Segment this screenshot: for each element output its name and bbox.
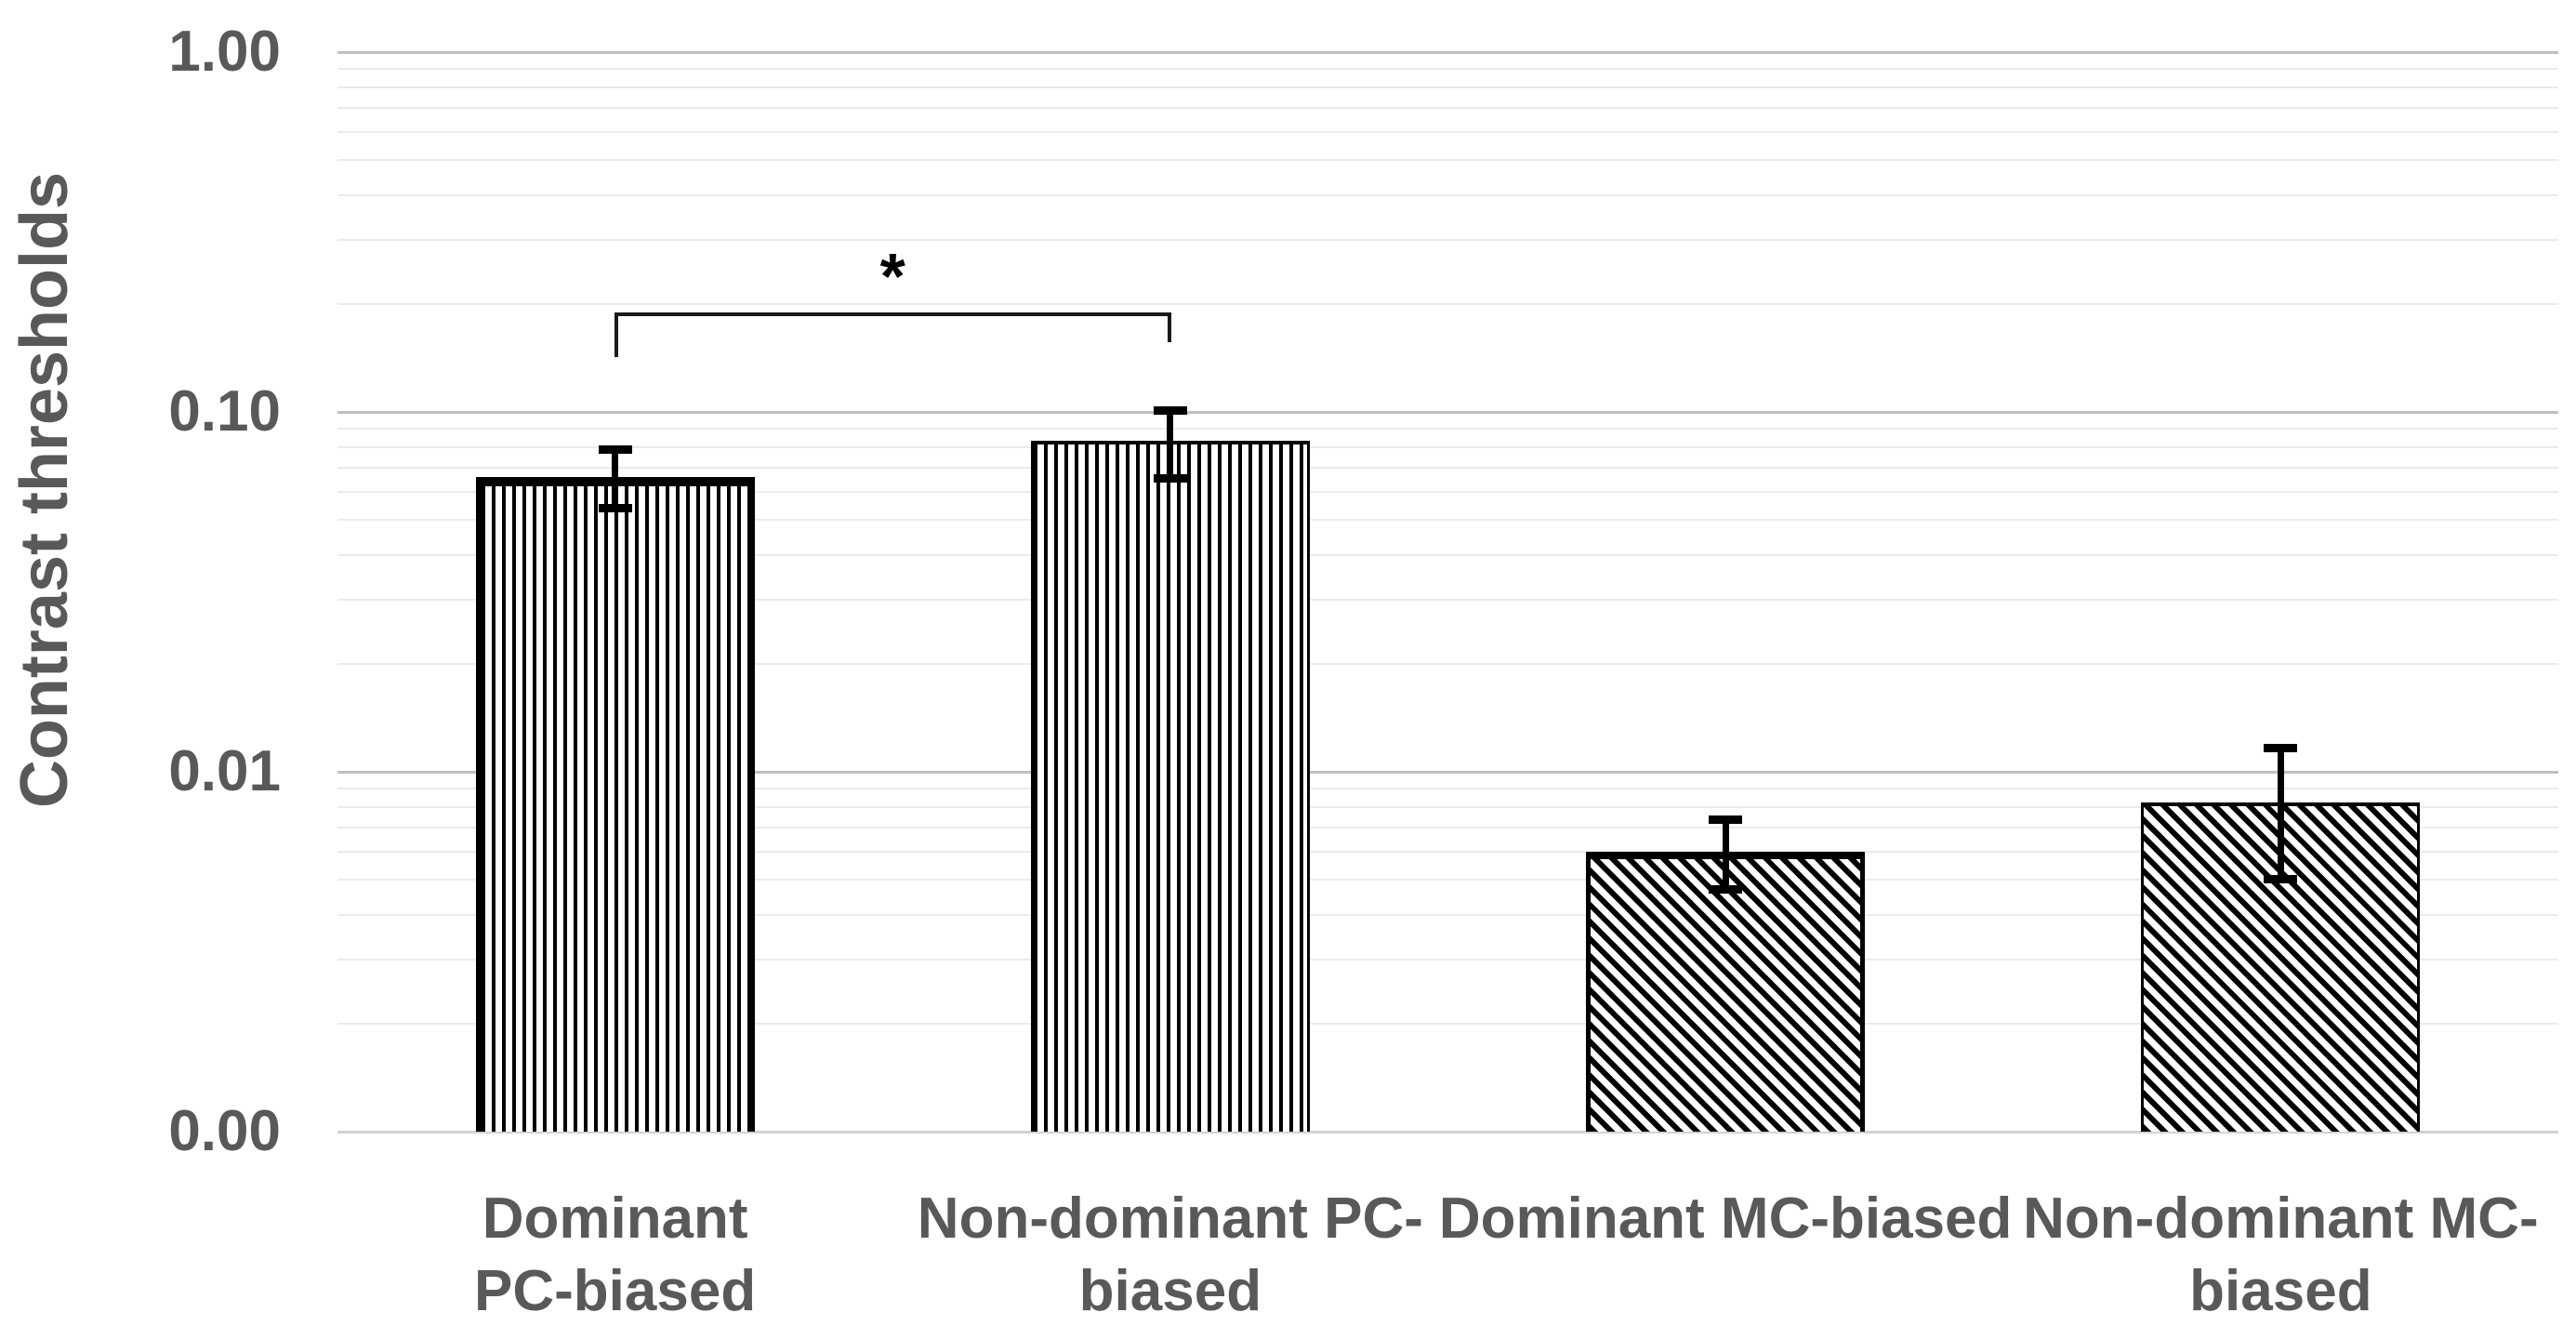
gridline-minor <box>337 239 2558 242</box>
error-bar-stem-dominant-pc-biased <box>612 448 619 509</box>
gridline-minor <box>337 427 2558 430</box>
gridline-minor <box>337 805 2558 808</box>
x-axis-label-line: Non-dominant PC- <box>917 1187 1423 1251</box>
bracket-horizontal-line <box>614 312 1170 316</box>
gridline-minor <box>337 302 2558 305</box>
gridline-major <box>337 50 2558 54</box>
y-tick-label: 0.00 <box>168 1099 281 1163</box>
error-bar-upper-cap-non-dominant-mc-biased <box>2264 743 2298 752</box>
error-bar-lower-cap-dominant-mc-biased <box>1709 884 1743 894</box>
gridline-major <box>337 770 2558 774</box>
x-axis-label-non-dominant-mc-biased: Non-dominant MC-biased <box>1983 1183 2576 1328</box>
bar-dominant-pc-biased <box>475 476 755 1132</box>
x-axis-label-non-dominant-pc-biased: Non-dominant PC-biased <box>873 1183 1468 1328</box>
error-bar-lower-cap-dominant-pc-biased <box>598 503 632 512</box>
gridline-minor <box>337 67 2558 70</box>
y-tick-label: 0.10 <box>168 379 281 444</box>
gridline-minor <box>337 959 2558 961</box>
x-axis-label-line: Dominant MC-biased <box>1438 1187 2013 1251</box>
gridline-minor <box>337 130 2558 133</box>
bar-non-dominant-pc-biased <box>1030 441 1310 1132</box>
gridline-minor <box>337 445 2558 448</box>
gridline-minor <box>337 519 2558 522</box>
bracket-right-leg <box>1167 312 1171 342</box>
gridline-minor <box>337 599 2558 602</box>
x-axis-label-line: Dominant <box>482 1187 748 1251</box>
gridline-minor <box>337 914 2558 916</box>
error-bar-stem-non-dominant-pc-biased <box>1167 410 1174 480</box>
error-bar-upper-cap-dominant-mc-biased <box>1709 815 1743 824</box>
y-tick-label: 0.01 <box>168 739 281 803</box>
gridline-major <box>337 410 2558 414</box>
bracket-left-leg <box>614 312 618 357</box>
error-bar-upper-cap-dominant-pc-biased <box>598 444 632 454</box>
gridline-minor <box>337 490 2558 493</box>
bar-dominant-mc-biased <box>1586 851 1866 1132</box>
y-tick-label: 1.00 <box>168 20 281 84</box>
significance-asterisk: * <box>879 240 905 312</box>
gridline-minor <box>337 662 2558 665</box>
error-bar-stem-dominant-mc-biased <box>1722 818 1729 890</box>
gridline-minor <box>337 850 2558 853</box>
gridline-minor <box>337 86 2558 88</box>
x-axis-label-line: biased <box>2189 1259 2372 1323</box>
gridline-minor <box>337 554 2558 556</box>
x-axis-label-line: biased <box>1078 1259 1262 1323</box>
x-axis-label-line: PC-biased <box>474 1259 757 1323</box>
error-bar-upper-cap-non-dominant-pc-biased <box>1153 406 1187 416</box>
x-axis-line <box>337 1130 2558 1134</box>
x-axis-label-line: Non-dominant MC- <box>2023 1187 2539 1251</box>
x-axis-label-dominant-pc-biased: Dominant PC-biased <box>318 1183 913 1328</box>
error-bar-lower-cap-non-dominant-pc-biased <box>1153 474 1187 484</box>
x-axis-label-dominant-mc-biased: Dominant MC-biased <box>1428 1183 2023 1255</box>
gridline-minor <box>337 1022 2558 1025</box>
gridline-minor <box>337 159 2558 162</box>
gridline-minor <box>337 879 2558 882</box>
gridline-minor <box>337 787 2558 789</box>
y-axis-title-text: Contrast thresholds <box>7 171 82 809</box>
gridline-minor <box>337 194 2558 196</box>
gridline-minor <box>337 106 2558 109</box>
gridline-minor <box>337 466 2558 469</box>
gridline-minor <box>337 826 2558 829</box>
error-bar-stem-non-dominant-mc-biased <box>2277 747 2284 881</box>
error-bar-lower-cap-non-dominant-mc-biased <box>2264 875 2298 884</box>
